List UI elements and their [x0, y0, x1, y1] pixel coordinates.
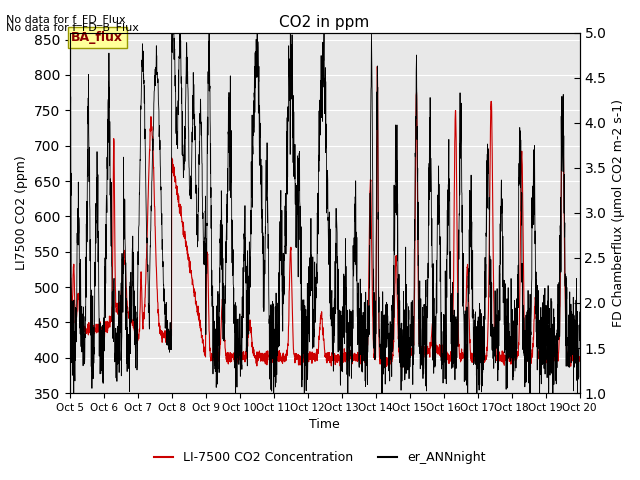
Text: No data for f_FD_Flux: No data for f_FD_Flux	[6, 14, 126, 25]
Legend: LI-7500 CO2 Concentration, er_ANNnight: LI-7500 CO2 Concentration, er_ANNnight	[149, 446, 491, 469]
Text: BA_flux: BA_flux	[71, 31, 124, 44]
Text: No data for f_FD_B_Flux: No data for f_FD_B_Flux	[6, 22, 140, 33]
Y-axis label: LI7500 CO2 (ppm): LI7500 CO2 (ppm)	[15, 156, 28, 270]
Title: CO2 in ppm: CO2 in ppm	[280, 15, 370, 30]
X-axis label: Time: Time	[309, 419, 340, 432]
Y-axis label: FD Chamberflux (μmol CO2 m-2 s-1): FD Chamberflux (μmol CO2 m-2 s-1)	[612, 99, 625, 327]
